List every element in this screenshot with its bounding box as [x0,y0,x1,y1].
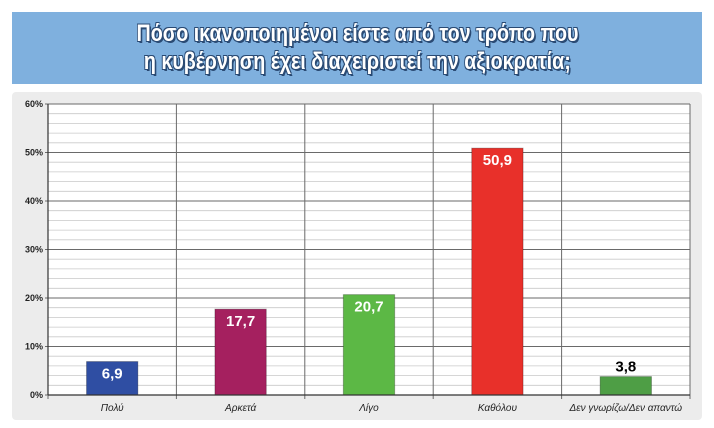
x-tick-label: Καθόλου [478,402,518,414]
title-banner: Πόσο ικανοποιημένοι είστε από τον τρόπο … [12,12,702,84]
x-tick-label: Πολύ [101,402,124,414]
bar-chart: 0% 10% 20% 30% 40% 50% 60% 6,9 Πολύ 17,7 Αρκετά 20,… [25,99,691,414]
bar [214,308,267,396]
x-tick-label: Δεν γνωρίζω/Δεν απαντώ [569,402,683,414]
x-tick-label: Λίγο [358,402,379,414]
chart-panel: 0% 10% 20% 30% 40% 50% 60% 6,9 Πολύ 17,7 Αρκετά 20,… [12,92,702,420]
chart-title-line-2: η κυβέρνηση έχει διαχειριστεί την αξιοκρ… [143,48,571,75]
data-label: 50,9 [483,152,512,169]
y-tick-label: 0% [30,390,43,400]
data-label: 17,7 [226,313,255,330]
y-tick-label: 20% [25,293,43,303]
bar [86,361,139,396]
chart-title-line-1: Πόσο ικανοποιημένοι είστε από τον τρόπο … [136,20,578,47]
bar [342,294,396,396]
y-tick-label: 60% [25,99,43,109]
data-label: 6,9 [102,366,123,383]
y-tick-label: 50% [25,148,43,158]
y-tick-label: 40% [25,196,43,206]
data-label: 3,8 [615,359,636,376]
x-tick-label: Αρκετά [224,402,256,414]
y-tick-label: 30% [25,245,43,255]
y-tick-label: 10% [25,342,43,352]
bar [599,376,652,396]
data-label: 20,7 [354,299,383,316]
bar [471,147,524,396]
